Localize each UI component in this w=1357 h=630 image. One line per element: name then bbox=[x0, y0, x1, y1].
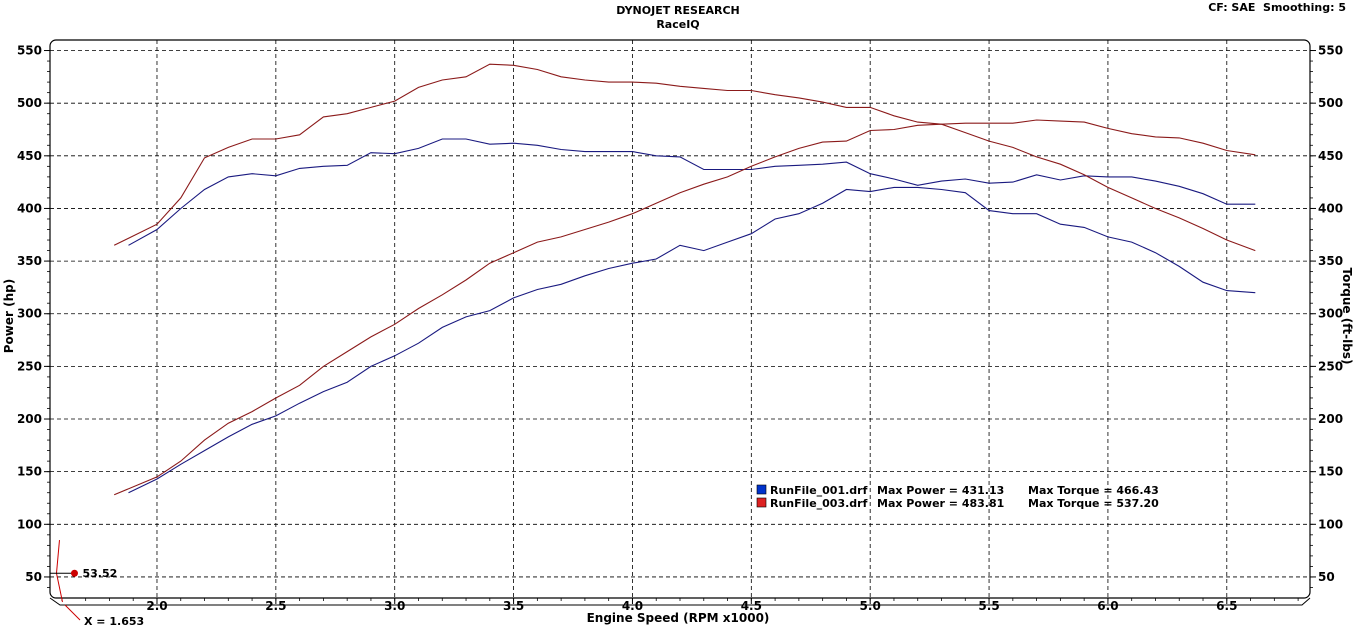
chart-title: DYNOJET RESEARCH bbox=[616, 4, 739, 17]
y2-tick-label: 50 bbox=[1318, 570, 1335, 584]
x-tick-label: 4.5 bbox=[741, 599, 762, 613]
x-tick-label: 3.5 bbox=[503, 599, 524, 613]
y2-axis-title: Torque (ft-lbs) bbox=[1340, 268, 1354, 365]
y-tick-label: 100 bbox=[17, 517, 42, 531]
x-tick-label: 2.0 bbox=[146, 599, 167, 613]
y-tick-label: 300 bbox=[17, 307, 42, 321]
y2-tick-label: 250 bbox=[1318, 359, 1343, 373]
legend: RunFile_001.drf Max Power = 431.13 Max T… bbox=[756, 484, 1159, 510]
x-tick-label: 3.0 bbox=[384, 599, 405, 613]
x-tick-label: 2.5 bbox=[265, 599, 286, 613]
y-tick-label: 400 bbox=[17, 201, 42, 215]
settings-readout: CF: SAE Smoothing: 5 bbox=[1208, 1, 1346, 14]
legend-power-run3: Max Power = 483.81 bbox=[877, 497, 1004, 510]
legend-torque-run1: Max Torque = 466.43 bbox=[1028, 484, 1159, 497]
y2-tick-label: 300 bbox=[1318, 307, 1343, 321]
y2-tick-label: 550 bbox=[1318, 44, 1343, 58]
cursor-trace bbox=[55, 540, 63, 603]
y-tick-label: 200 bbox=[17, 412, 42, 426]
plot-bevel bbox=[49, 597, 1311, 606]
x-tick-label: 4.0 bbox=[622, 599, 643, 613]
cursor-x-readout: X = 1.653 bbox=[84, 615, 144, 628]
series-line-run3-power bbox=[113, 119, 1256, 496]
y2-tick-label: 450 bbox=[1318, 149, 1343, 163]
y-tick-label: 550 bbox=[17, 44, 42, 58]
y-tick-label: 50 bbox=[25, 570, 42, 584]
chart-subtitle: RaceIQ bbox=[656, 18, 699, 31]
plot-frame bbox=[49, 39, 1311, 599]
x-axis-title: Engine Speed (RPM x1000) bbox=[587, 611, 770, 625]
cursor[interactable]: 53.52 X = 1.653 bbox=[50, 540, 144, 628]
cursor-y-readout: 53.52 bbox=[82, 567, 117, 580]
y2-tick-label: 150 bbox=[1318, 465, 1343, 479]
series-line-run3-torque bbox=[113, 63, 1256, 252]
y2-tick-label: 400 bbox=[1318, 201, 1343, 215]
legend-power-run1: Max Power = 431.13 bbox=[877, 484, 1004, 497]
y2-tick-label: 500 bbox=[1318, 96, 1343, 110]
series-line-run1-torque bbox=[128, 138, 1256, 246]
series-lines bbox=[113, 63, 1256, 496]
x-tick-label: 5.5 bbox=[978, 599, 999, 613]
grid bbox=[50, 40, 1310, 598]
x-tick-label: 6.5 bbox=[1216, 599, 1237, 613]
y2-tick-label: 350 bbox=[1318, 254, 1343, 268]
y-axis-ticks: 50 100 150 200 250 300 350 400 450 500 550 bbox=[17, 44, 50, 588]
series-line-run1-power bbox=[128, 186, 1256, 494]
cursor-marker[interactable] bbox=[70, 569, 78, 577]
y-axis-title: Power (hp) bbox=[2, 279, 16, 353]
x-tick-label: 6.0 bbox=[1097, 599, 1118, 613]
legend-file-run1: RunFile_001.drf bbox=[770, 484, 868, 497]
y2-tick-label: 200 bbox=[1318, 412, 1343, 426]
x-axis-ticks: 2.0 2.5 3.0 3.5 4.0 4.5 5.0 5.5 6.0 6.5 bbox=[61, 598, 1299, 613]
y-tick-label: 500 bbox=[17, 96, 42, 110]
legend-swatch-run3 bbox=[756, 497, 767, 508]
y-tick-label: 150 bbox=[17, 465, 42, 479]
cursor-x-leader bbox=[64, 604, 81, 621]
y2-axis-ticks: 50 100 150 200 250 300 350 400 450 500 550 bbox=[1310, 44, 1343, 588]
legend-file-run3: RunFile_003.drf bbox=[770, 497, 868, 510]
legend-torque-run3: Max Torque = 537.20 bbox=[1028, 497, 1159, 510]
y2-tick-label: 100 bbox=[1318, 517, 1343, 531]
legend-swatch-run1 bbox=[756, 484, 767, 495]
y-tick-label: 350 bbox=[17, 254, 42, 268]
x-tick-label: 5.0 bbox=[860, 599, 881, 613]
y-tick-label: 250 bbox=[17, 359, 42, 373]
y-tick-label: 450 bbox=[17, 149, 42, 163]
